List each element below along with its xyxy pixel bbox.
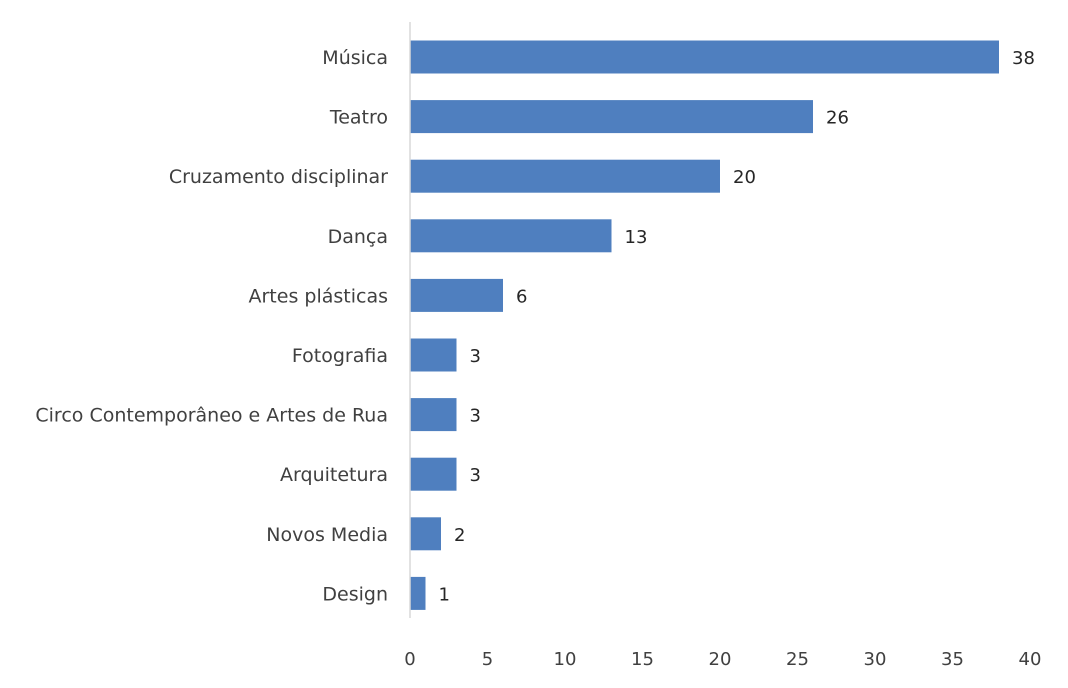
bar-musica [410, 40, 999, 74]
category-label-danca: Dança [328, 226, 388, 248]
x-tick-label-25: 25 [786, 649, 809, 670]
category-label-artes-plasticas: Artes plásticas [249, 285, 389, 307]
data-label-teatro: 26 [826, 108, 849, 129]
category-label-arquitetura: Arquitetura [280, 464, 388, 486]
x-tick-label-15: 15 [631, 649, 654, 670]
bar-teatro [410, 100, 813, 134]
category-label-cruzamento-disciplinar: Cruzamento disciplinar [169, 166, 388, 188]
x-tick-label-30: 30 [864, 649, 887, 670]
bar-artes-plasticas [410, 278, 503, 312]
data-label-cruzamento-disciplinar: 20 [733, 167, 756, 188]
bar-fotografia [410, 338, 457, 372]
x-tick-label-5: 5 [482, 649, 493, 670]
category-label-novos-media: Novos Media [266, 524, 388, 546]
category-label-teatro: Teatro [329, 107, 388, 129]
category-label-design: Design [322, 583, 388, 605]
x-tick-label-35: 35 [941, 649, 964, 670]
category-label-circo-contemporaneo-e-artes-de-rua: Circo Contemporâneo e Artes de Rua [35, 405, 388, 427]
data-label-design: 1 [439, 584, 450, 605]
x-tick-label-40: 40 [1019, 649, 1042, 670]
data-label-novos-media: 2 [454, 525, 465, 546]
bar-arquitetura [410, 457, 457, 491]
x-tick-label-10: 10 [554, 649, 577, 670]
data-label-fotografia: 3 [470, 346, 481, 367]
data-label-arquitetura: 3 [470, 465, 481, 486]
category-label-musica: Música [322, 47, 388, 69]
bar-design [410, 576, 426, 610]
bar-novos-media [410, 517, 441, 551]
bar-danca [410, 219, 612, 253]
bar-cruzamento-disciplinar [410, 159, 720, 193]
x-tick-label-20: 20 [709, 649, 732, 670]
data-label-artes-plasticas: 6 [516, 286, 527, 307]
data-label-danca: 13 [625, 227, 648, 248]
category-label-fotografia: Fotografia [292, 345, 388, 367]
x-tick-label-0: 0 [404, 649, 415, 670]
bar-circo-contemporaneo-e-artes-de-rua [410, 398, 457, 432]
data-label-musica: 38 [1012, 48, 1035, 69]
bars-layer [410, 40, 999, 610]
data-label-circo-contemporaneo-e-artes-de-rua: 3 [470, 406, 481, 427]
